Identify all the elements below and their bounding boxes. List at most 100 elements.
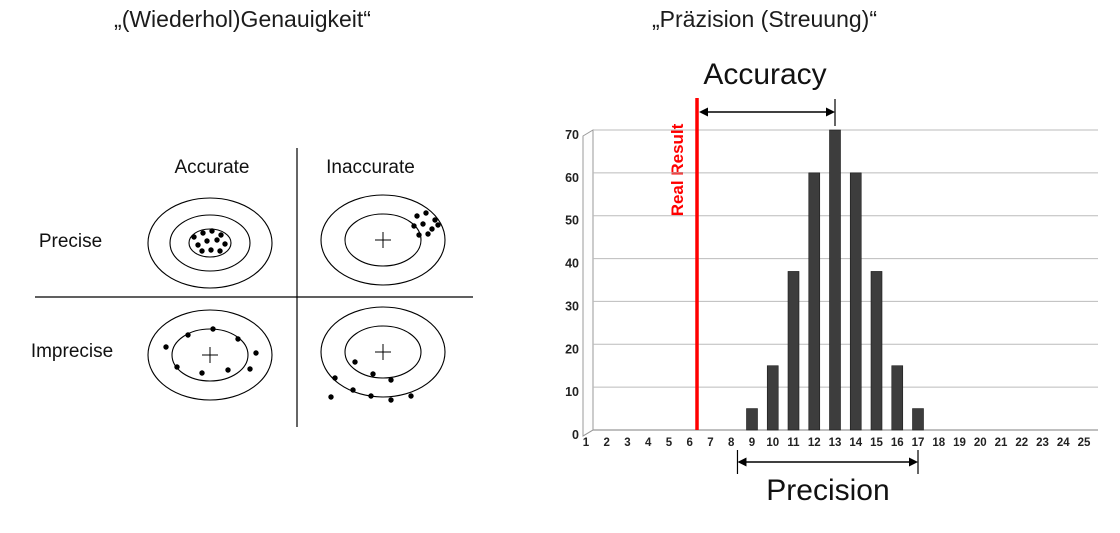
target-precise-inaccurate bbox=[320, 194, 446, 286]
scatter-dot bbox=[368, 393, 374, 399]
x-axis-label: 15 bbox=[870, 437, 883, 449]
column-label-accurate: Accurate bbox=[174, 157, 250, 178]
precision-label: Precision bbox=[766, 474, 890, 507]
bar-x14 bbox=[849, 172, 862, 431]
scatter-dot bbox=[420, 221, 426, 227]
y-axis-label: 20 bbox=[565, 342, 579, 356]
target-imprecise-accurate bbox=[147, 309, 273, 401]
x-axis-label: 5 bbox=[666, 437, 673, 449]
x-axis-label: 9 bbox=[749, 437, 755, 449]
target-ring bbox=[147, 309, 273, 401]
bar-x9 bbox=[746, 408, 758, 431]
accuracy-arrow bbox=[699, 107, 835, 117]
row-label-precise: Precise bbox=[38, 231, 103, 252]
scatter-dot bbox=[185, 332, 191, 338]
scatter-dot bbox=[163, 344, 169, 350]
scatter-dot bbox=[388, 397, 394, 403]
bar-x11 bbox=[787, 271, 800, 431]
bar-x16 bbox=[891, 365, 904, 431]
target-ring bbox=[171, 328, 249, 382]
scatter-dot bbox=[208, 247, 214, 253]
bar-x17 bbox=[912, 408, 924, 431]
x-axis-label: 6 bbox=[687, 437, 693, 449]
accuracy-label: Accuracy bbox=[703, 58, 827, 91]
scatter-dot bbox=[429, 226, 435, 232]
x-axis-label: 14 bbox=[849, 437, 862, 449]
x-axis-label: 8 bbox=[728, 437, 735, 449]
axis-floor-edge bbox=[582, 429, 594, 437]
x-axis-label: 1 bbox=[583, 437, 590, 449]
target-ring bbox=[320, 306, 446, 398]
y-axis-label: 50 bbox=[565, 214, 579, 228]
scatter-dot bbox=[195, 242, 201, 248]
scatter-dot bbox=[352, 359, 358, 365]
x-axis-label: 16 bbox=[891, 437, 904, 449]
scatter-dot bbox=[388, 377, 394, 383]
y-axis-label: 0 bbox=[572, 428, 579, 442]
bar-x13 bbox=[829, 129, 841, 431]
scatter-dot bbox=[350, 387, 356, 393]
scatter-dot bbox=[218, 232, 224, 238]
scatter-dot bbox=[423, 210, 429, 216]
scatter-dot bbox=[414, 213, 420, 219]
scatter-dot bbox=[217, 248, 223, 254]
scatter-dot bbox=[332, 375, 338, 381]
scatter-dot bbox=[199, 248, 205, 254]
scatter-dot bbox=[210, 326, 216, 332]
x-axis-label: 18 bbox=[932, 437, 945, 449]
target-precise-accurate bbox=[147, 197, 273, 289]
precision-arrow bbox=[737, 457, 918, 467]
scatter-dot bbox=[209, 228, 215, 234]
axis-wall bbox=[582, 129, 594, 437]
x-axis-label: 7 bbox=[707, 437, 713, 449]
right-panel-title: „Präzision (Streuung)“ bbox=[652, 6, 877, 32]
y-axis-label: 60 bbox=[565, 171, 579, 185]
x-axis-label: 11 bbox=[787, 437, 800, 449]
scatter-dot bbox=[328, 394, 334, 400]
scatter-dot bbox=[408, 393, 414, 399]
x-axis-label: 4 bbox=[645, 437, 652, 449]
x-axis-label: 12 bbox=[808, 437, 821, 449]
scatter-dot bbox=[235, 336, 241, 342]
target-ring bbox=[188, 228, 232, 258]
column-label-inaccurate: Inaccurate bbox=[326, 157, 415, 178]
scatter-dot bbox=[200, 230, 206, 236]
target-ring bbox=[344, 213, 422, 267]
scatter-dot bbox=[214, 237, 220, 243]
bar-x15 bbox=[870, 271, 883, 431]
y-axis-label: 10 bbox=[565, 385, 579, 399]
scatter-dot bbox=[174, 364, 180, 370]
scatter-dot bbox=[204, 238, 210, 244]
target-ring bbox=[344, 325, 422, 379]
scatter-dot bbox=[432, 217, 438, 223]
target-imprecise-inaccurate bbox=[320, 306, 446, 403]
x-axis-label: 23 bbox=[1036, 437, 1049, 449]
x-axis-label: 2 bbox=[604, 437, 610, 449]
x-axis-label: 22 bbox=[1015, 437, 1028, 449]
target-ring bbox=[320, 194, 446, 286]
scatter-dot bbox=[416, 232, 422, 238]
scatter-dot bbox=[225, 367, 231, 373]
x-axis-label: 3 bbox=[624, 437, 630, 449]
target-ring bbox=[147, 197, 273, 289]
scatter-dot bbox=[411, 223, 417, 229]
precision-accuracy-quadrant-diagram bbox=[35, 148, 473, 427]
left-panel-title: „(Wiederhol)Genauigkeit“ bbox=[114, 6, 371, 32]
scatter-dot bbox=[191, 234, 197, 240]
x-axis-label: 21 bbox=[995, 437, 1008, 449]
y-axis-label: 30 bbox=[565, 299, 579, 313]
x-axis-label: 17 bbox=[912, 437, 925, 449]
x-axis-label: 20 bbox=[974, 437, 987, 449]
x-axis-label: 19 bbox=[953, 437, 966, 449]
y-axis-label: 40 bbox=[565, 257, 579, 271]
scatter-dot bbox=[222, 241, 228, 247]
bar-x12 bbox=[808, 172, 821, 431]
scatter-dot bbox=[247, 366, 253, 372]
x-axis-label: 10 bbox=[766, 437, 779, 449]
x-axis-label: 13 bbox=[829, 437, 842, 449]
x-axis-label: 24 bbox=[1057, 437, 1070, 449]
scatter-dot bbox=[425, 231, 431, 237]
bar-x10 bbox=[766, 365, 779, 431]
